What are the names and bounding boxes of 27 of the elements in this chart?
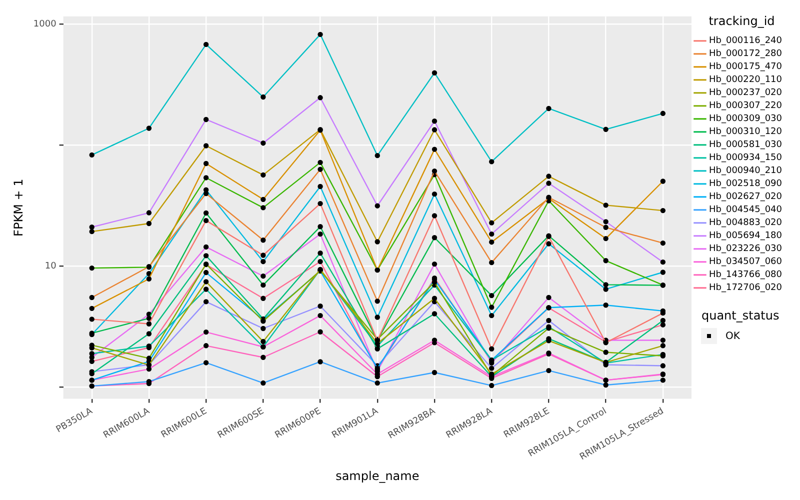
legend-label: Hb_000175_470 bbox=[708, 62, 782, 72]
legend-label: Hb_000307_220 bbox=[708, 101, 782, 112]
y-tick-label: 10 bbox=[44, 261, 57, 272]
text: quant_status bbox=[701, 308, 780, 323]
legend-label: Hb_000220_110 bbox=[708, 75, 782, 86]
legend-label: Hb_034507_060 bbox=[708, 257, 782, 268]
legend-label: Hb_172706_020 bbox=[708, 283, 782, 294]
x-axis-title: sample_name bbox=[336, 468, 420, 483]
legend-label: Hb_000172_280 bbox=[708, 49, 782, 60]
legend-label: Hb_000310_120 bbox=[708, 127, 782, 138]
y-axis-title: FPKM + 1 bbox=[11, 178, 26, 236]
legend-label: Hb_005694_180 bbox=[708, 231, 782, 242]
legend-label: Hb_023226_030 bbox=[708, 244, 782, 254]
legend-label: Hb_000940_210 bbox=[708, 166, 782, 176]
legend-label: Hb_000934_150 bbox=[708, 153, 782, 164]
legend-label: Hb_004545_040 bbox=[708, 205, 782, 216]
legend-label: Hb_002518_090 bbox=[708, 179, 782, 190]
legend-label: Hb_000116_240 bbox=[708, 36, 782, 46]
legend-label: Hb_004883_020 bbox=[708, 218, 782, 228]
y-tick-label: 1000 bbox=[33, 20, 57, 30]
text: OK bbox=[725, 330, 740, 342]
legend-label: Hb_000237_020 bbox=[708, 88, 782, 98]
legend-label: Hb_002627_020 bbox=[708, 192, 782, 202]
legend-title: tracking_id bbox=[708, 14, 775, 28]
legend-label: Hb_000581_030 bbox=[708, 140, 782, 150]
legend-label: Hb_143766_080 bbox=[708, 270, 782, 280]
legend-label: Hb_000309_030 bbox=[708, 114, 782, 124]
